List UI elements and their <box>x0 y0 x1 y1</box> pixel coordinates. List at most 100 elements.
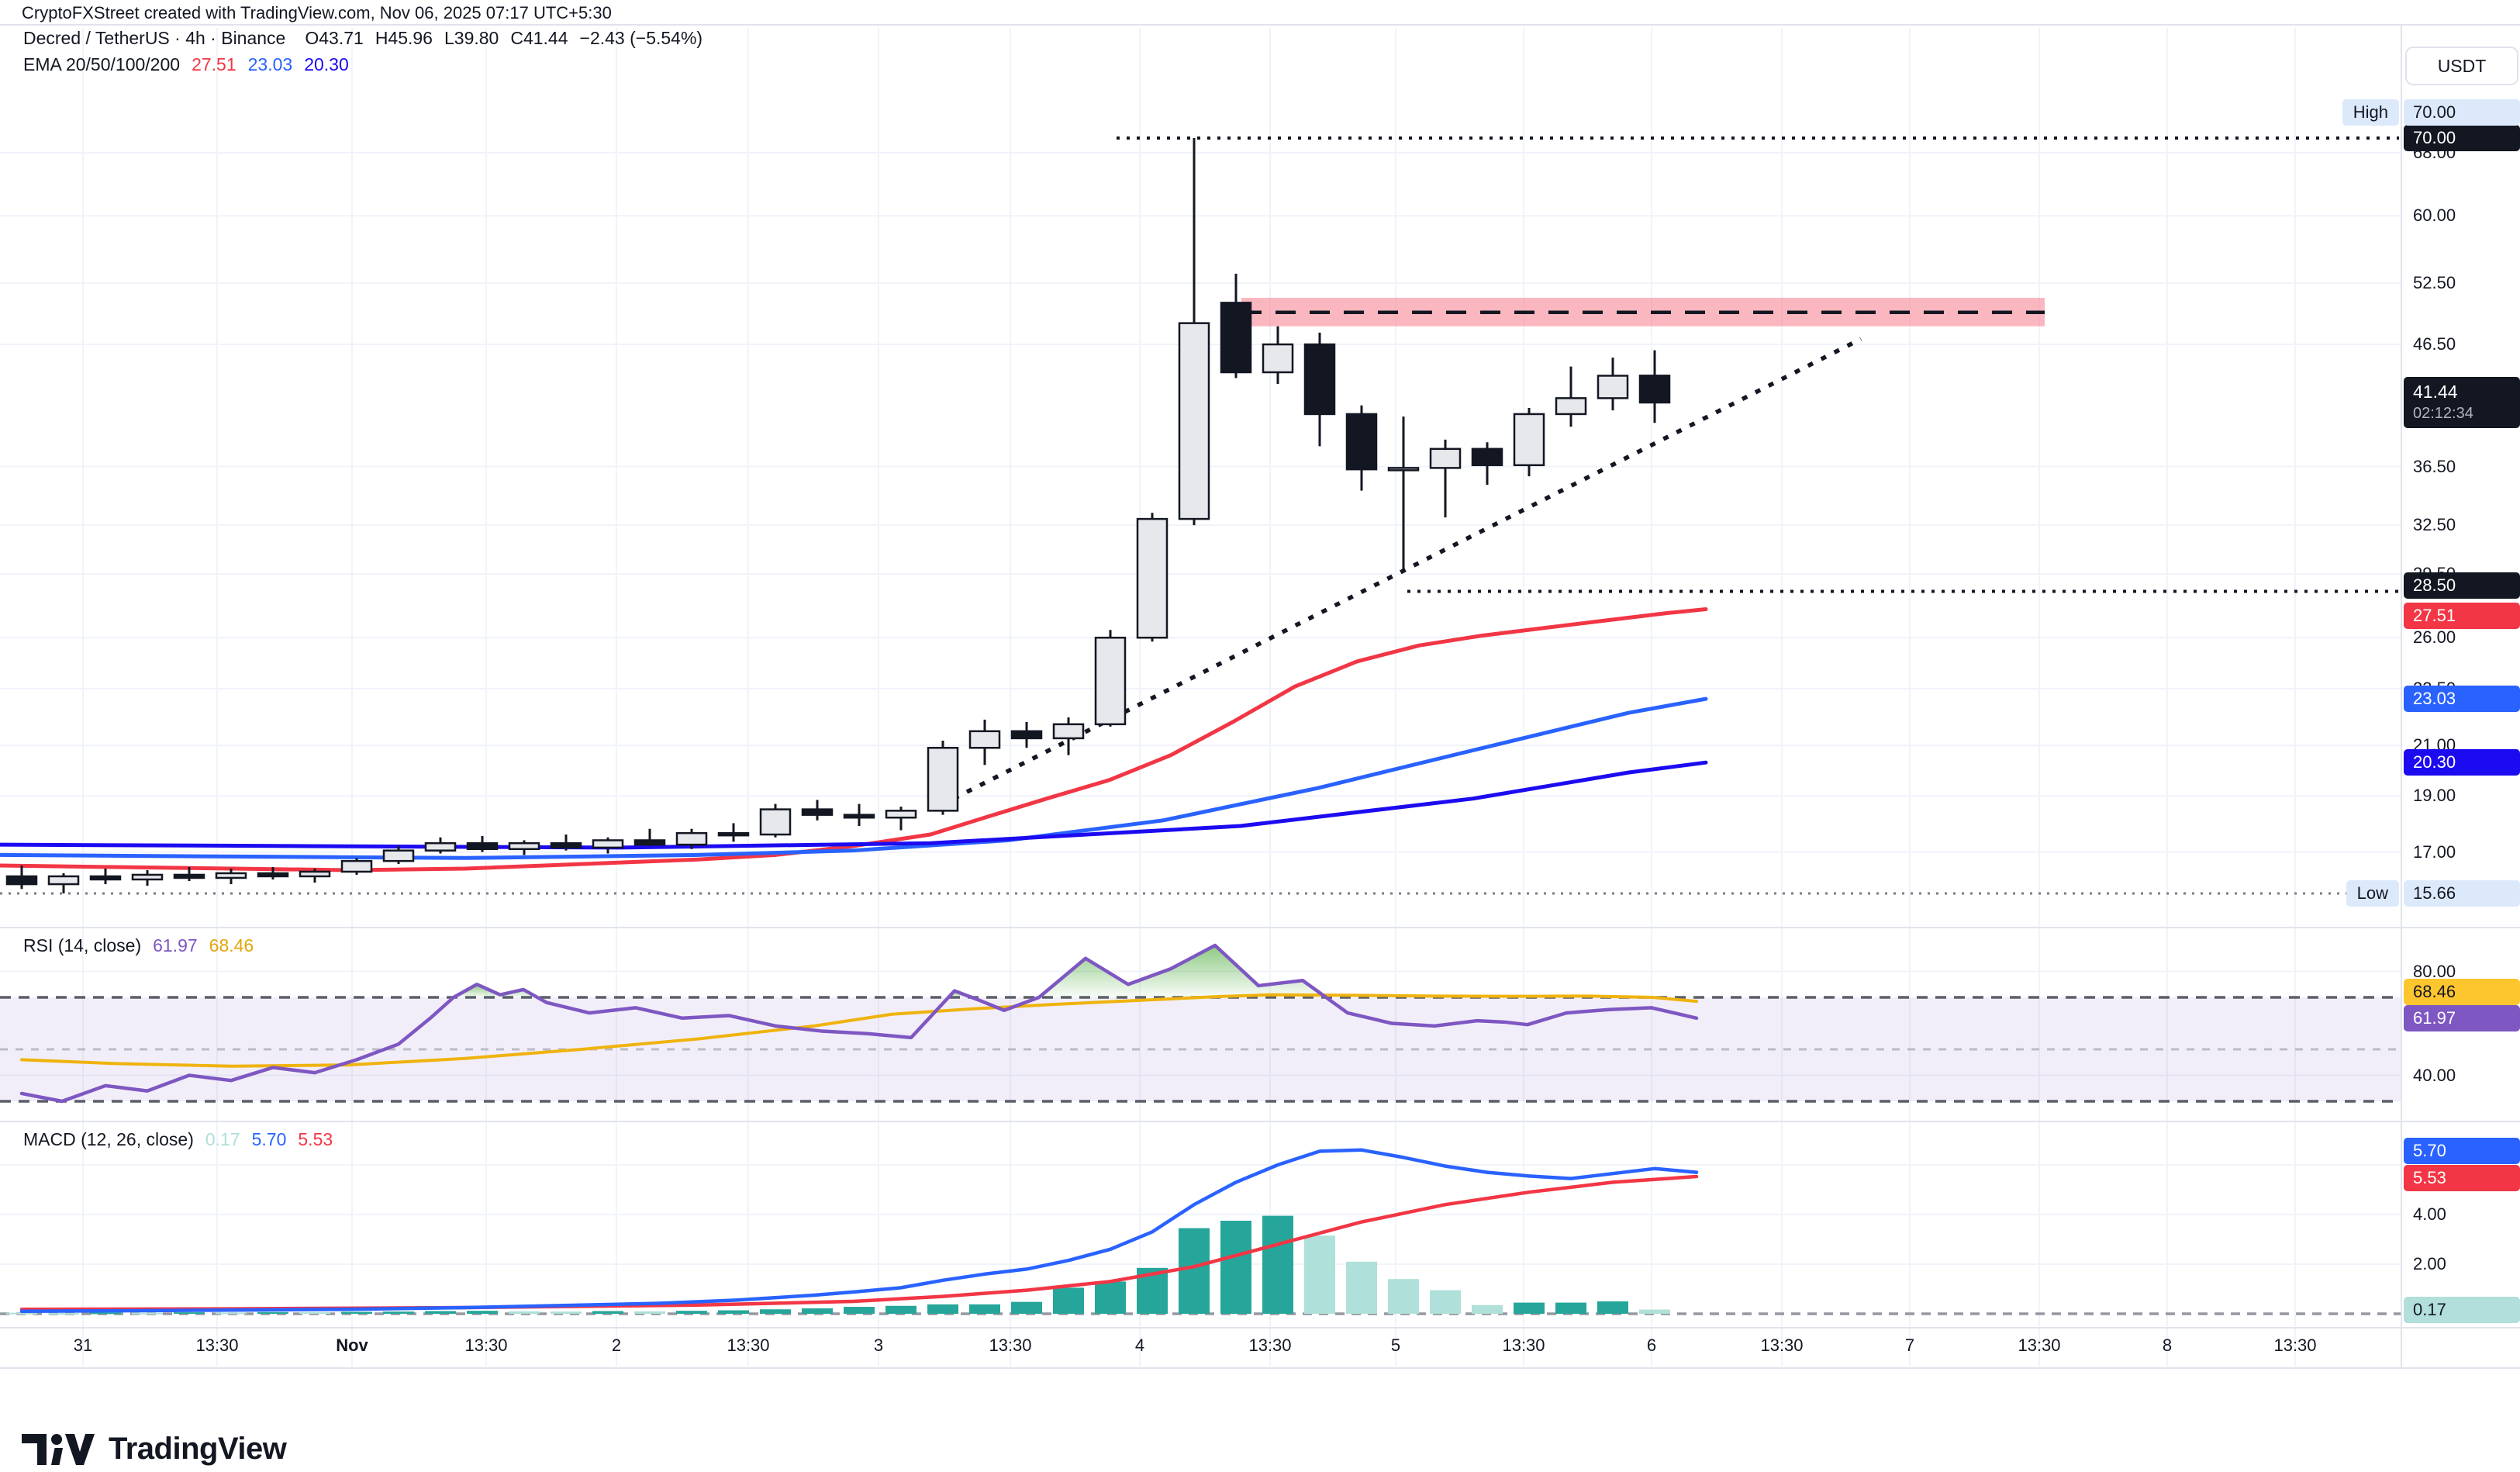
macd-histogram-bar <box>1472 1304 1503 1314</box>
macd-histogram-bar <box>216 1312 247 1315</box>
candle-body <box>1345 413 1378 471</box>
time-tick: 13:30 <box>989 1336 1032 1355</box>
time-tick: 5 <box>1390 1336 1401 1355</box>
price-tick: 60.00 <box>2413 206 2456 226</box>
macd-histogram-bar <box>299 1312 330 1315</box>
time-tick: 13:30 <box>1502 1336 1545 1355</box>
resistance-band <box>1241 297 2045 327</box>
macd-signal-value: 5.53 <box>298 1129 333 1149</box>
candle-body <box>675 831 708 846</box>
candle-body <box>550 841 582 849</box>
candle-body <box>1136 517 1169 639</box>
price-tick: 32.50 <box>2413 515 2456 535</box>
ohlc-close: C41.44 <box>510 28 568 48</box>
rsi-overbought-fill <box>1039 945 1327 997</box>
candle-body <box>1010 730 1043 740</box>
low-marker-value: 15.66 <box>2404 880 2520 907</box>
candle-body <box>1471 447 1503 467</box>
macd-tick: 4.00 <box>2413 1204 2446 1224</box>
macd-label-chip: 5.70 <box>2404 1138 2520 1164</box>
price-label-chip: 70.00 <box>2404 125 2520 151</box>
candle-body <box>1513 413 1545 467</box>
current-price-value: 41.44 <box>2413 382 2458 402</box>
candle-body <box>215 872 247 879</box>
price-tick: 52.50 <box>2413 273 2456 293</box>
high-marker-value: 70.00 <box>2404 99 2520 126</box>
macd-label-chip: 5.53 <box>2404 1165 2520 1191</box>
time-tick: Nov <box>336 1336 368 1355</box>
macd-histogram-bar <box>132 1312 163 1315</box>
candle-body <box>424 841 457 852</box>
ema20-value: 27.51 <box>192 54 236 74</box>
attribution-text: CryptoFXStreet created with TradingView.… <box>22 3 612 22</box>
time-tick: 13:30 <box>1760 1336 1804 1355</box>
candle-body <box>5 875 38 886</box>
candle-body <box>759 808 792 836</box>
rsi-ma-value: 68.46 <box>209 935 254 955</box>
change-value: −2.43 (−5.54%) <box>579 28 703 48</box>
macd-hist-value: 0.17 <box>205 1129 240 1149</box>
candle-body <box>340 859 373 873</box>
macd-histogram-bar <box>1053 1287 1084 1314</box>
candle-body <box>1638 375 1671 404</box>
macd-histogram-bar <box>676 1311 707 1314</box>
macd-label-chip: 0.17 <box>2404 1297 2520 1323</box>
macd-histogram-bar <box>90 1312 121 1315</box>
macd-legend: MACD (12, 26, close) 0.17 5.70 5.53 <box>23 1129 333 1150</box>
candle-body <box>131 873 164 881</box>
time-tick: 8 <box>2162 1336 2173 1355</box>
ascending-trendline <box>952 337 1862 801</box>
rsi-label-chip: 68.46 <box>2404 979 2520 1005</box>
price-label-chip: 23.03 <box>2404 686 2520 713</box>
candle-body <box>173 873 205 879</box>
candle-body <box>382 849 415 862</box>
macd-histogram-bar <box>1220 1221 1251 1314</box>
price-tick: 36.50 <box>2413 456 2456 476</box>
macd-histogram-bar <box>927 1304 958 1314</box>
rsi-tick: 40.00 <box>2413 1065 2456 1085</box>
time-tick: 13:30 <box>464 1336 508 1355</box>
candle-body <box>927 746 959 812</box>
macd-histogram-bar <box>1095 1281 1126 1314</box>
currency-unit-button[interactable]: USDT <box>2405 47 2518 85</box>
price-tick: 19.00 <box>2413 786 2456 806</box>
ema-label: EMA 20/50/100/200 <box>23 54 181 74</box>
symbol-legend: Decred / TetherUS · 4h · Binance O43.71 … <box>23 28 702 49</box>
macd-histogram-bar <box>718 1310 749 1314</box>
macd-histogram-bar <box>1639 1309 1670 1314</box>
rsi-label-chip: 61.97 <box>2404 1005 2520 1031</box>
macd-histogram-bar <box>1262 1215 1293 1314</box>
candle-body <box>1094 636 1127 726</box>
macd-histogram-bar <box>760 1309 791 1314</box>
candle-body <box>1429 447 1462 469</box>
time-tick: 13:30 <box>2273 1336 2317 1355</box>
candle-body <box>1303 343 1336 416</box>
macd-histogram-bar <box>6 1312 37 1315</box>
candle-body <box>1178 322 1210 520</box>
time-tick: 3 <box>873 1336 884 1355</box>
macd-histogram-bar <box>257 1311 288 1314</box>
candle-body <box>1597 375 1629 399</box>
macd-histogram-bar <box>1388 1279 1419 1314</box>
price-label-chip: 27.51 <box>2404 602 2520 629</box>
candle-body <box>1052 723 1085 740</box>
ema-legend: EMA 20/50/100/200 27.51 23.03 20.30 <box>23 54 349 75</box>
tradingview-logo-icon <box>22 1433 95 1465</box>
candle-body <box>508 841 540 851</box>
high-marker-label: High <box>2342 99 2399 126</box>
macd-signal-line <box>19 1174 1699 1311</box>
rsi-line <box>19 943 1699 1104</box>
candle-body <box>89 875 122 881</box>
symbol-title: Decred / TetherUS · 4h · Binance <box>23 28 286 48</box>
low-marker-label: Low <box>2346 880 2399 907</box>
ohlc-high: H45.96 <box>375 28 433 48</box>
candle-body <box>968 730 1001 749</box>
candle-body <box>717 831 750 837</box>
macd-histogram-bar <box>341 1311 372 1314</box>
macd-histogram-bar <box>844 1307 875 1314</box>
candle-body <box>299 870 331 878</box>
macd-histogram-bar <box>1179 1228 1210 1314</box>
current-price-chip: 41.44 02:12:34 <box>2404 377 2520 428</box>
candle-body <box>1220 302 1252 374</box>
